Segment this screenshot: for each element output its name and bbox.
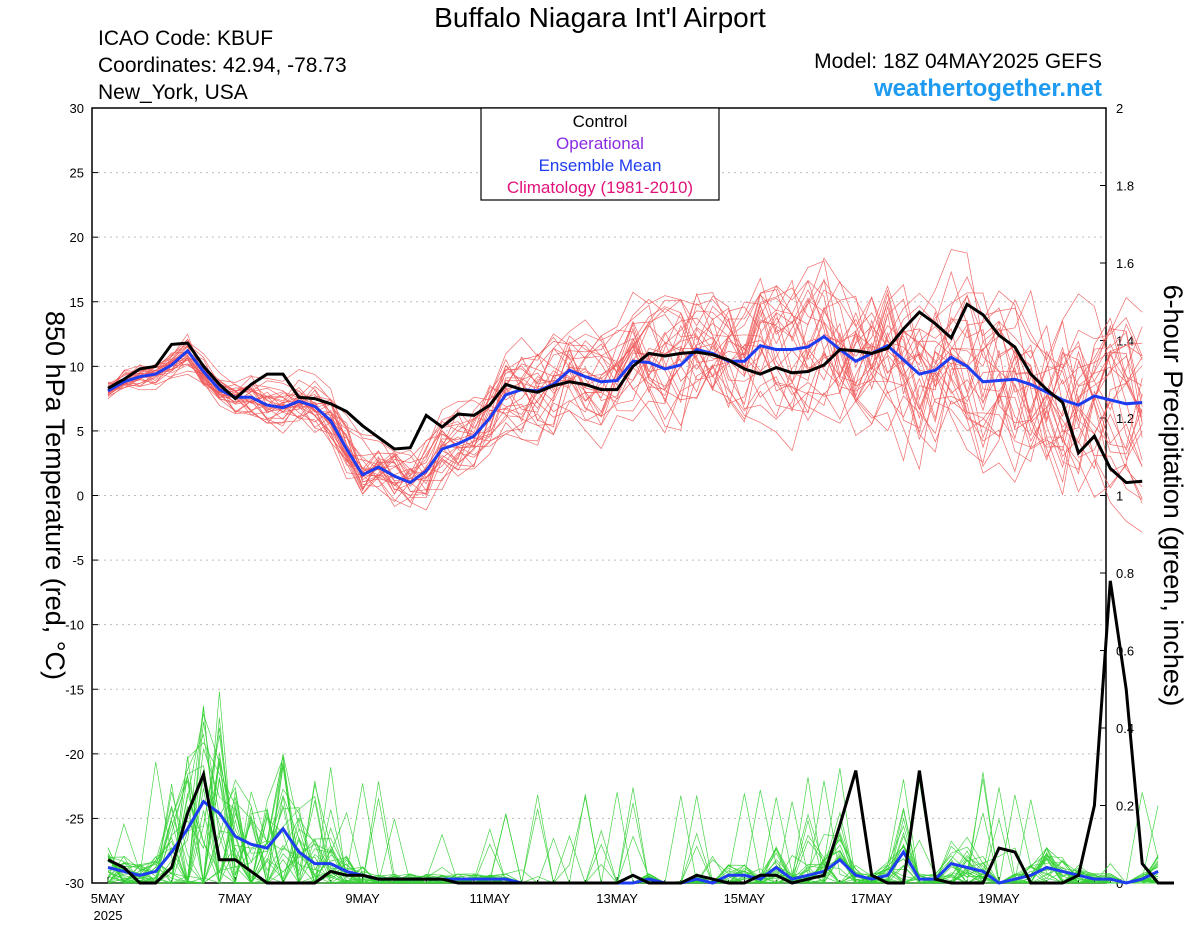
legend-entry: Climatology (1981-2010) xyxy=(507,178,693,197)
y2-tick-label: 0.8 xyxy=(1116,566,1134,581)
legend-entry: Ensemble Mean xyxy=(539,156,662,175)
precipitation-member-line xyxy=(107,727,1159,884)
legend-entry: Control xyxy=(573,112,628,131)
y2-tick-label: 1.6 xyxy=(1116,256,1134,271)
temperature-member-line xyxy=(107,289,1143,507)
temperature-member-line xyxy=(107,309,1143,533)
legend-entry: Operational xyxy=(556,134,644,153)
y-tick-label: -20 xyxy=(65,747,84,762)
grid xyxy=(92,172,1106,819)
y-tick-label: -30 xyxy=(65,876,84,891)
site-name: weathertogether.net xyxy=(873,75,1102,102)
y-axis-label: 850 hPa Temperature (red, °C) xyxy=(40,311,70,680)
model-run: Model: 18Z 04MAY2025 GEFS xyxy=(814,50,1102,73)
y2-tick-label: 0.2 xyxy=(1116,799,1134,814)
mean-temperature-line xyxy=(107,334,1143,485)
precipitation-member-line xyxy=(107,691,1159,884)
y-tick-label: -10 xyxy=(65,618,84,633)
ensemble-precipitation-members xyxy=(107,691,1159,885)
x-tick-label: 15MAY xyxy=(724,891,766,906)
coordinates: Coordinates: 42.94, -78.73 xyxy=(98,54,347,77)
plot-frame xyxy=(91,107,1107,884)
y-tick-label: 5 xyxy=(77,424,84,439)
x-tick-label: 9MAY xyxy=(345,891,380,906)
temperature-member-line xyxy=(108,299,1143,502)
precipitation-member-line xyxy=(107,717,1159,884)
y-tick-label: 20 xyxy=(70,230,84,245)
y2-axis-label: 6-hour Precipitation (green, inches) xyxy=(1158,285,1188,707)
control-temperature-line xyxy=(107,302,1143,485)
y-tick-label: 30 xyxy=(70,101,84,116)
y2-tick-label: 1 xyxy=(1116,489,1123,504)
x-tick-label: 7MAY xyxy=(218,891,253,906)
y-tick-label: -5 xyxy=(72,553,84,568)
temperature-member-line xyxy=(107,279,1143,511)
y-tick-label: 25 xyxy=(70,166,84,181)
temperature-member-line xyxy=(107,260,1143,481)
x-tick-sublabel: 2025 xyxy=(94,908,123,923)
precipitation-member-line xyxy=(107,742,1159,885)
x-tick-label: 5MAY xyxy=(91,891,126,906)
y-tick-label: -15 xyxy=(65,682,84,697)
temperature-member-line xyxy=(107,296,1143,500)
precipitation-member-line xyxy=(107,713,1159,884)
y-tick-label: 10 xyxy=(70,359,84,374)
y2-tick-label: 1.8 xyxy=(1116,179,1134,194)
location: New_York, USA xyxy=(98,81,248,104)
precipitation-member-line xyxy=(107,774,1159,885)
y2-tick-label: 2 xyxy=(1116,101,1123,116)
ensemble-temperature-members xyxy=(107,249,1143,533)
control-precipitation-line xyxy=(107,580,1174,885)
temperature-member-line xyxy=(107,294,1143,504)
temperature-member-line xyxy=(107,292,1143,488)
legend-box xyxy=(480,107,720,201)
precipitation-member-line xyxy=(107,774,1159,884)
y2-tick-label: 0 xyxy=(1116,876,1123,891)
precipitation-member-line xyxy=(107,721,1159,885)
y-tick-label: -25 xyxy=(65,811,84,826)
x-tick-label: 19MAY xyxy=(978,891,1020,906)
temperature-member-line xyxy=(107,277,1143,495)
icao-code: ICAO Code: KBUF xyxy=(98,27,274,50)
x-tick-label: 11MAY xyxy=(469,891,510,906)
y-tick-label: 0 xyxy=(77,489,84,504)
legend: Control Operational Ensemble Mean Climatolo… xyxy=(480,107,720,201)
precipitation-member-line xyxy=(107,776,1159,884)
mean-precipitation-line xyxy=(107,799,1159,885)
chart-title: Buffalo Niagara Int'l Airport xyxy=(434,2,766,33)
temperature-member-line xyxy=(107,305,1143,503)
x-tick-label: 17MAY xyxy=(851,891,893,906)
temperature-member-line xyxy=(107,326,1143,489)
x-tick-label: 13MAY xyxy=(596,891,638,906)
y-tick-label: 15 xyxy=(70,295,84,310)
temperature-member-line xyxy=(107,293,1143,508)
